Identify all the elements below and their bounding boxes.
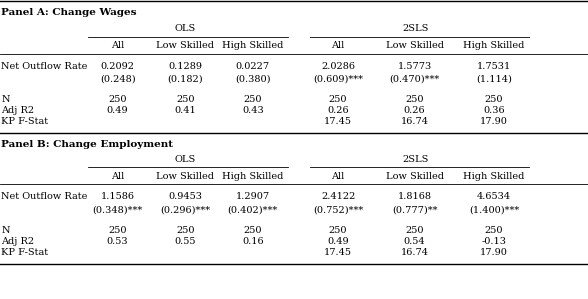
Text: (1.400)***: (1.400)*** xyxy=(469,205,519,214)
Text: 250: 250 xyxy=(405,95,424,104)
Text: 250: 250 xyxy=(108,95,127,104)
Text: 250: 250 xyxy=(329,95,348,104)
Text: All: All xyxy=(111,41,124,50)
Text: 0.1289: 0.1289 xyxy=(168,62,202,71)
Text: N: N xyxy=(1,226,9,235)
Text: 2.4122: 2.4122 xyxy=(321,192,355,201)
Text: 1.2907: 1.2907 xyxy=(236,192,270,201)
Text: (0.380): (0.380) xyxy=(235,75,270,84)
Text: 2SLS: 2SLS xyxy=(403,155,429,164)
Text: 0.0227: 0.0227 xyxy=(236,62,270,71)
Text: KP F-Stat: KP F-Stat xyxy=(1,117,48,126)
Text: Low Skilled: Low Skilled xyxy=(156,41,214,50)
Text: High Skilled: High Skilled xyxy=(222,41,283,50)
Text: -0.13: -0.13 xyxy=(482,237,506,246)
Text: High Skilled: High Skilled xyxy=(463,172,524,181)
Text: 1.7531: 1.7531 xyxy=(477,62,511,71)
Text: All: All xyxy=(111,172,124,181)
Text: 0.36: 0.36 xyxy=(483,106,505,115)
Text: 250: 250 xyxy=(176,226,195,235)
Text: (0.777)**: (0.777)** xyxy=(392,205,437,214)
Text: 17.90: 17.90 xyxy=(480,117,508,126)
Text: High Skilled: High Skilled xyxy=(463,41,524,50)
Text: OLS: OLS xyxy=(175,155,196,164)
Text: 0.2092: 0.2092 xyxy=(101,62,135,71)
Text: 1.5773: 1.5773 xyxy=(397,62,432,71)
Text: 0.16: 0.16 xyxy=(242,237,263,246)
Text: 2SLS: 2SLS xyxy=(403,24,429,33)
Text: Net Outflow Rate: Net Outflow Rate xyxy=(1,62,88,71)
Text: (0.296)***: (0.296)*** xyxy=(160,205,211,214)
Text: Adj R2: Adj R2 xyxy=(1,106,34,115)
Text: 0.9453: 0.9453 xyxy=(168,192,202,201)
Text: OLS: OLS xyxy=(175,24,196,33)
Text: Panel A: Change Wages: Panel A: Change Wages xyxy=(1,8,136,17)
Text: 250: 250 xyxy=(485,95,503,104)
Text: High Skilled: High Skilled xyxy=(222,172,283,181)
Text: 0.49: 0.49 xyxy=(107,106,128,115)
Text: Low Skilled: Low Skilled xyxy=(386,41,443,50)
Text: All: All xyxy=(332,172,345,181)
Text: 0.54: 0.54 xyxy=(404,237,425,246)
Text: (0.182): (0.182) xyxy=(168,75,203,84)
Text: 17.90: 17.90 xyxy=(480,248,508,257)
Text: KP F-Stat: KP F-Stat xyxy=(1,248,48,257)
Text: (0.348)***: (0.348)*** xyxy=(92,205,143,214)
Text: 0.53: 0.53 xyxy=(107,237,128,246)
Text: 250: 250 xyxy=(176,95,195,104)
Text: N: N xyxy=(1,95,9,104)
Text: 250: 250 xyxy=(405,226,424,235)
Text: 1.8168: 1.8168 xyxy=(397,192,432,201)
Text: Adj R2: Adj R2 xyxy=(1,237,34,246)
Text: 0.26: 0.26 xyxy=(404,106,425,115)
Text: (0.402)***: (0.402)*** xyxy=(228,205,278,214)
Text: (0.470)***: (0.470)*** xyxy=(389,75,440,84)
Text: All: All xyxy=(332,41,345,50)
Text: 0.26: 0.26 xyxy=(328,106,349,115)
Text: 16.74: 16.74 xyxy=(400,117,429,126)
Text: 2.0286: 2.0286 xyxy=(321,62,355,71)
Text: 17.45: 17.45 xyxy=(324,117,352,126)
Text: 16.74: 16.74 xyxy=(400,248,429,257)
Text: (0.248): (0.248) xyxy=(100,75,135,84)
Text: (1.114): (1.114) xyxy=(476,75,512,84)
Text: 0.55: 0.55 xyxy=(175,237,196,246)
Text: 250: 250 xyxy=(243,95,262,104)
Text: Low Skilled: Low Skilled xyxy=(386,172,443,181)
Text: 0.43: 0.43 xyxy=(242,106,263,115)
Text: Low Skilled: Low Skilled xyxy=(156,172,214,181)
Text: 17.45: 17.45 xyxy=(324,248,352,257)
Text: (0.609)***: (0.609)*** xyxy=(313,75,363,84)
Text: 250: 250 xyxy=(108,226,127,235)
Text: 250: 250 xyxy=(485,226,503,235)
Text: 4.6534: 4.6534 xyxy=(477,192,511,201)
Text: 0.49: 0.49 xyxy=(328,237,349,246)
Text: 250: 250 xyxy=(329,226,348,235)
Text: 0.41: 0.41 xyxy=(175,106,196,115)
Text: Net Outflow Rate: Net Outflow Rate xyxy=(1,192,88,201)
Text: 250: 250 xyxy=(243,226,262,235)
Text: Panel B: Change Employment: Panel B: Change Employment xyxy=(1,140,173,149)
Text: (0.752)***: (0.752)*** xyxy=(313,205,363,214)
Text: 1.1586: 1.1586 xyxy=(101,192,135,201)
